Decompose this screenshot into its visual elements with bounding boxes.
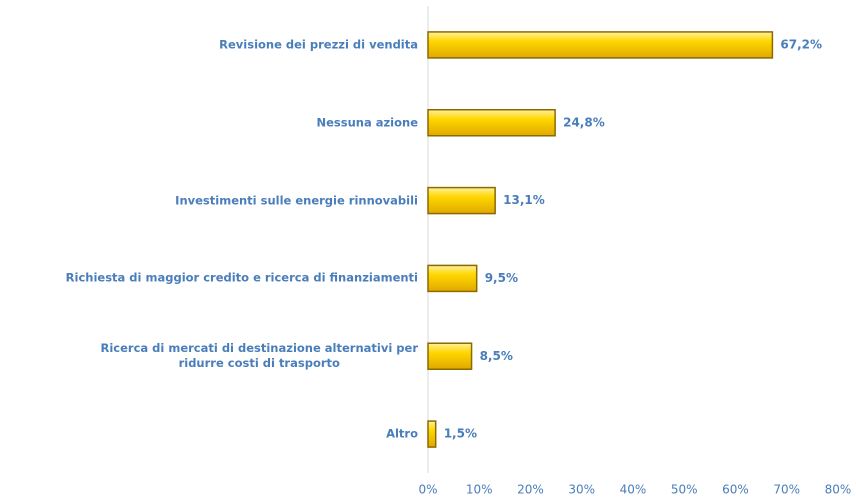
value-label: 8,5% (480, 349, 513, 363)
bar (427, 342, 473, 370)
bar (427, 31, 774, 59)
category-label: Nessuna azione (316, 115, 418, 130)
x-tick-label: 30% (568, 483, 595, 497)
value-label: 13,1% (503, 193, 545, 207)
bar (427, 420, 437, 448)
x-tick-label: 60% (722, 483, 749, 497)
value-label: 9,5% (485, 271, 518, 285)
category-label: Investimenti sulle energie rinnovabili (175, 193, 418, 208)
category-label: Altro (386, 426, 418, 441)
category-label: Richiesta di maggior credito e ricerca d… (65, 270, 418, 285)
x-tick-label: 40% (620, 483, 647, 497)
value-label: 67,2% (780, 37, 822, 51)
x-tick-label: 0% (418, 483, 437, 497)
x-tick-label: 10% (466, 483, 493, 497)
category-label: Revisione dei prezzi di vendita (219, 37, 418, 52)
category-label: Ricerca di mercati di destinazione alter… (100, 341, 419, 371)
x-tick-label: 80% (825, 483, 852, 497)
bar (427, 109, 556, 137)
x-tick-label: 70% (773, 483, 800, 497)
x-tick-label: 20% (517, 483, 544, 497)
value-label: 24,8% (563, 115, 605, 129)
bar (427, 264, 478, 293)
value-label: 1,5% (444, 427, 477, 441)
bar (427, 186, 496, 215)
x-tick-label: 50% (671, 483, 698, 497)
